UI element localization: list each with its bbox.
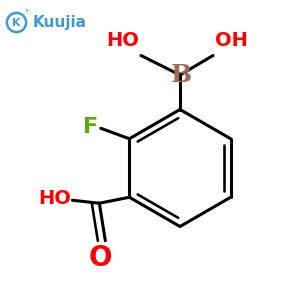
Text: °: ° <box>24 10 28 19</box>
Text: OH: OH <box>214 31 248 50</box>
Text: F: F <box>83 117 98 137</box>
Text: Kuujia: Kuujia <box>33 15 87 30</box>
Text: HO: HO <box>38 189 71 208</box>
Text: O: O <box>89 244 112 272</box>
Text: HO: HO <box>106 31 140 50</box>
Text: K: K <box>12 17 21 28</box>
Text: B: B <box>171 63 192 87</box>
